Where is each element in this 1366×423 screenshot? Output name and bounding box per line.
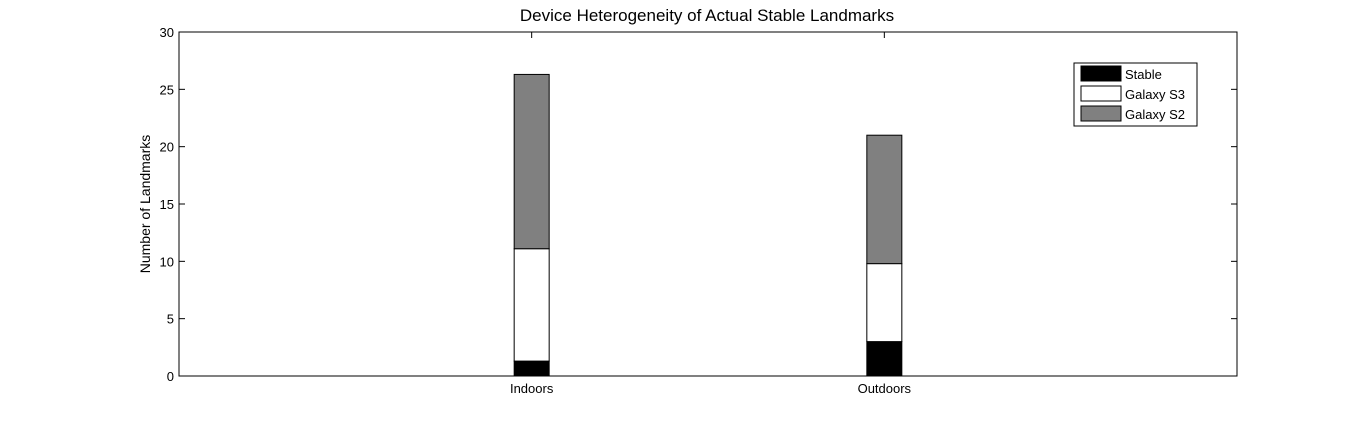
legend: Stable Galaxy S3 Galaxy S2 [1073,62,1198,127]
x-tick-label: Outdoors [858,381,912,396]
bar-segment-galaxy-s2 [513,73,550,250]
bar-segment-stable [513,360,550,377]
legend-label: Galaxy S2 [1125,107,1185,122]
bar-segment-stable [866,341,903,377]
legend-swatch-galaxy-s3 [1080,85,1122,102]
bar-segment-galaxy-s3 [866,263,903,343]
bar-segment-galaxy-s2 [866,134,903,265]
y-tick-label: 0 [167,369,174,384]
y-tick-label: 25 [160,82,174,97]
y-axis-label: Number of Landmarks [137,135,153,274]
chart-title: Device Heterogeneity of Actual Stable La… [520,6,894,25]
x-tick-label: Indoors [510,381,554,396]
y-tick-label: 15 [160,197,174,212]
legend-swatch-stable [1080,65,1122,82]
legend-swatch-galaxy-s2 [1080,105,1122,122]
legend-label: Stable [1125,67,1162,82]
plot-frame [178,31,1238,377]
y-tick-label: 10 [160,254,174,269]
legend-label: Galaxy S3 [1125,87,1185,102]
y-tick-label: 5 [167,312,174,327]
y-tick-label: 20 [160,140,174,155]
bar-segment-galaxy-s3 [513,248,550,362]
y-tick-label: 30 [160,25,174,40]
plot-area: 0 5 10 15 20 25 30 Indoors Outdoors [160,25,1237,396]
